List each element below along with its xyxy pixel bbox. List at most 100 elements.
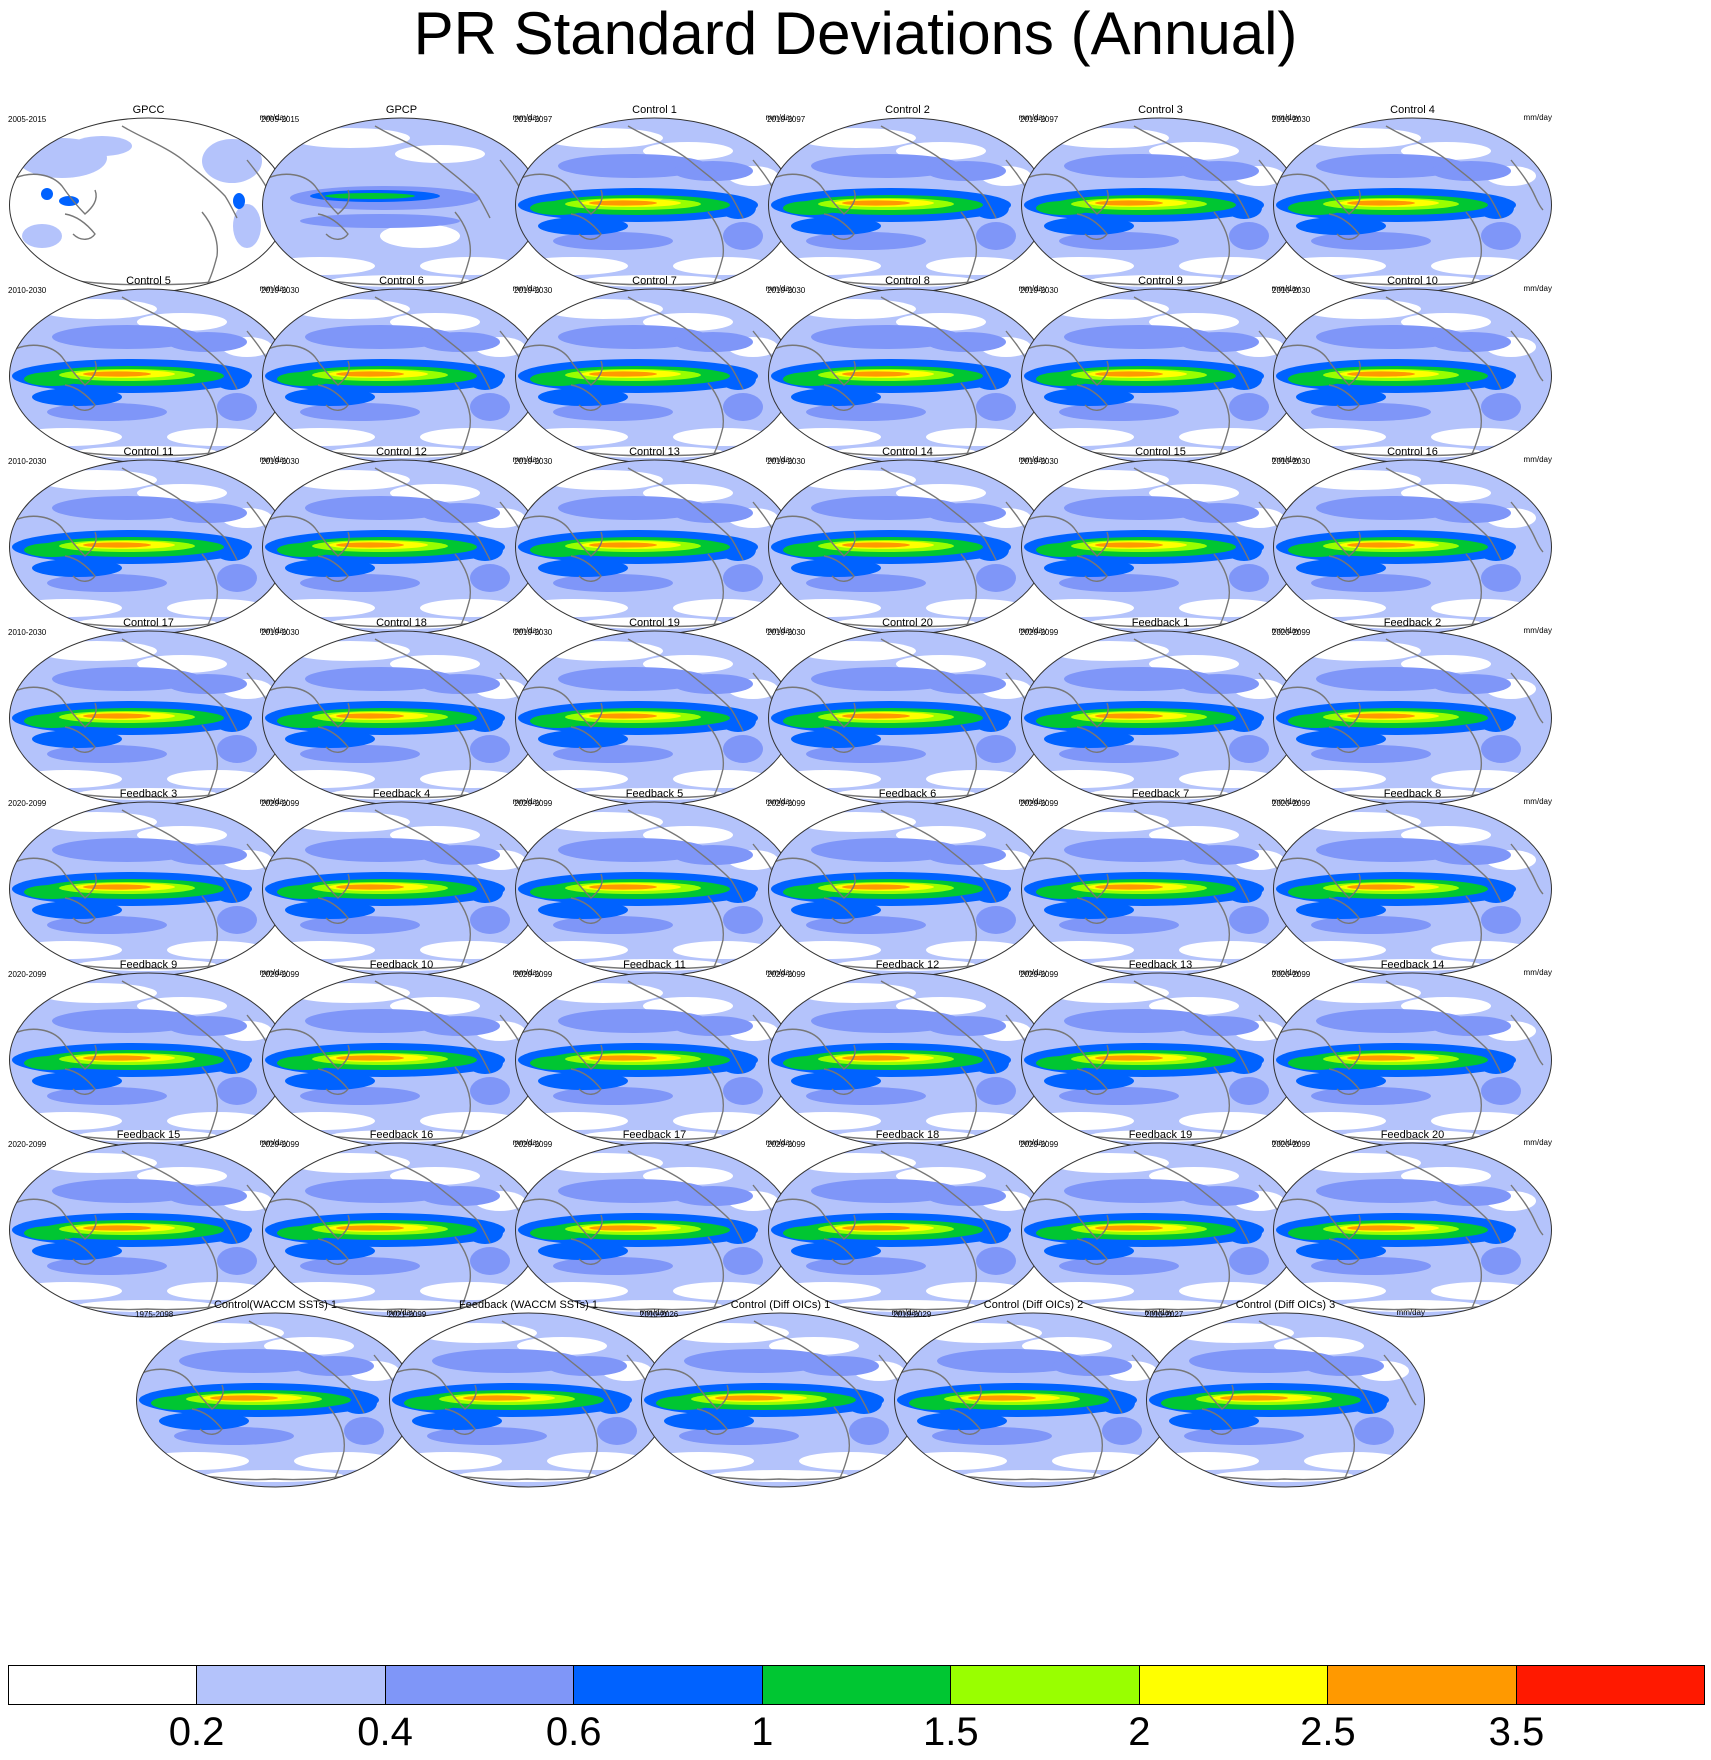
spcz-band: [285, 388, 375, 406]
map-field: [768, 118, 1047, 292]
coastline: [833, 1406, 851, 1484]
moderate-variance-region: [1431, 161, 1511, 181]
moderate-variance-region: [723, 564, 763, 592]
low-variance-region: [1049, 470, 1169, 490]
coastline: [1510, 1184, 1544, 1236]
moderate-variance-region: [1311, 403, 1431, 421]
panel-units: mm/day: [1523, 113, 1552, 122]
map-outline: [1146, 1312, 1425, 1488]
panel-units: mm/day: [1523, 284, 1552, 293]
precip-map: [515, 1142, 794, 1318]
spcz-band: [1044, 1072, 1134, 1090]
coastline: [1133, 638, 1250, 732]
coastline: [570, 1238, 602, 1265]
low-variance-region: [1024, 770, 1134, 788]
coastline: [454, 211, 472, 289]
coastline: [880, 296, 997, 390]
moderate-variance-region: [420, 1016, 500, 1036]
moderate-variance-region: [179, 1349, 329, 1373]
low-variance-region: [926, 257, 1026, 275]
low-variance-region: [37, 983, 157, 1003]
colorbar-box: [762, 1666, 952, 1704]
precip-map: [641, 1312, 920, 1488]
map-outline: [1273, 1142, 1552, 1318]
moderate-variance-region: [300, 745, 420, 763]
spcz-band: [538, 388, 628, 406]
panel-year-range: 2020-2099: [1020, 1140, 1059, 1149]
moderate-variance-region: [174, 1427, 294, 1445]
moderate-variance-region: [1431, 845, 1511, 865]
precip-map: [262, 117, 541, 293]
panel-year-range: 2010-2030: [261, 628, 300, 637]
coastline: [773, 515, 856, 557]
spcz-band: [1169, 1412, 1259, 1430]
panel-units: mm/day: [512, 626, 541, 635]
moderate-variance-region: [673, 332, 753, 352]
panel-year-range: 2010-2030: [514, 628, 553, 637]
map-field: [515, 973, 794, 1147]
panel-units: mm/day: [1018, 284, 1047, 293]
itcz-core-3-5: [83, 713, 151, 719]
low-variance-region: [771, 1282, 881, 1300]
land-variance-region: [72, 136, 132, 156]
low-variance-region: [265, 770, 375, 788]
moderate-variance-region: [932, 1427, 1052, 1445]
coastline: [627, 809, 744, 903]
low-variance-region: [1276, 770, 1386, 788]
panel-year-range: 2020-2099: [514, 799, 553, 808]
low-variance-region: [796, 299, 916, 319]
coastline: [520, 344, 603, 386]
moderate-variance-region: [1311, 574, 1431, 592]
page-title: PR Standard Deviations (Annual): [413, 0, 1298, 67]
spcz-band: [791, 217, 881, 235]
panel-year-range: 2021-2099: [388, 1310, 427, 1319]
panel-units: mm/day: [1271, 455, 1300, 464]
map-panel: Feedback 14 2020-2099 mm/day: [1271, 959, 1554, 1149]
moderate-variance-region: [167, 332, 247, 352]
precip-map: [1146, 1312, 1425, 1488]
low-variance-region: [1179, 941, 1279, 959]
coastline: [627, 638, 744, 732]
moderate-variance-region: [1179, 1186, 1259, 1206]
map-field: [768, 460, 1047, 634]
moderate-variance-region: [47, 745, 167, 763]
precip-map: [9, 630, 288, 806]
coastline: [880, 638, 997, 732]
coastline: [707, 1236, 725, 1314]
coastline: [707, 724, 725, 802]
panel-units: mm/day: [765, 797, 794, 806]
low-variance-region: [420, 1112, 520, 1130]
moderate-variance-region: [1229, 1247, 1269, 1275]
colorbar-box: [9, 1666, 198, 1704]
coastline: [570, 726, 602, 753]
panel-year-range: 2020-2099: [1272, 1140, 1311, 1149]
panel-units: mm/day: [1271, 113, 1300, 122]
moderate-variance-region: [167, 1186, 247, 1206]
coastline: [1151, 1368, 1234, 1410]
panel-units: mm/day: [1271, 797, 1300, 806]
panel-title: GPCP: [385, 104, 418, 116]
map-field: [515, 802, 794, 976]
map-field: [1273, 1143, 1552, 1317]
moderate-variance-region: [47, 1257, 167, 1275]
spcz-band: [664, 1412, 754, 1430]
low-variance-region: [644, 1452, 754, 1470]
precip-map: [515, 972, 794, 1148]
moderate-variance-region: [217, 564, 257, 592]
coastline: [880, 467, 997, 561]
coastline: [1278, 515, 1361, 557]
coastline: [1133, 296, 1250, 390]
coastline: [267, 857, 350, 899]
coastline: [444, 1408, 476, 1435]
itcz-core-3-5: [1095, 200, 1163, 206]
moderate-variance-region: [305, 667, 455, 691]
low-variance-region: [167, 428, 267, 446]
panel-year-range: 2010-2030: [8, 457, 47, 466]
coastline: [1026, 173, 1109, 215]
precip-map: [389, 1312, 668, 1488]
panel-units: mm/day: [259, 797, 288, 806]
moderate-variance-region: [420, 503, 500, 523]
spcz-band: [538, 559, 628, 577]
coastline: [1328, 1068, 1360, 1095]
panel-title: Control 8: [885, 275, 930, 287]
